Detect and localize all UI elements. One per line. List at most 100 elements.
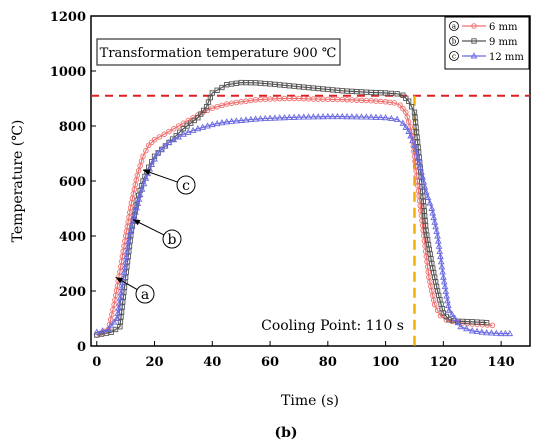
data-point-12-mm [93,328,101,335]
data-point-12-mm [438,263,446,270]
legend-key: a [452,23,456,31]
data-point-12-mm [402,123,410,130]
data-point-9-mm [118,314,124,320]
data-point-12-mm [271,114,279,121]
data-point-6-mm [180,120,187,126]
data-point-12-mm [422,188,430,195]
legend-entry: c 12 mm [449,51,524,63]
plot-area-frame [90,15,531,347]
data-point-12-mm [115,304,122,311]
x-tick-label: 40 [203,355,221,370]
data-point-12-mm [434,237,442,244]
legend: a 6 mm b 9 mm c 12 mm [444,16,530,70]
data-point-6-mm [138,158,145,164]
data-point-12-mm [154,149,161,156]
data-point-12-mm [120,268,128,275]
data-point-9-mm [198,111,204,117]
data-point-12-mm [497,329,505,337]
data-point-12-mm [358,113,365,120]
data-point-12-mm [407,132,414,139]
data-point-12-mm [414,154,422,161]
data-point-12-mm [488,329,495,336]
data-point-9-mm [411,109,418,115]
data-point-12-mm [123,248,131,255]
data-point-6-mm [175,123,182,129]
data-point-9-mm [394,91,400,97]
data-point-12-mm [430,213,438,221]
data-point-9-mm [184,123,190,129]
data-point-6-mm [403,109,409,115]
callout-circle [162,229,182,249]
callout-label: c [182,178,190,194]
data-point-12-mm [440,278,448,285]
series-line-6-mm [96,97,493,336]
data-point-6-mm [118,258,125,265]
data-point-12-mm [104,325,112,332]
data-point-12-mm [353,113,361,120]
x-tick-label: 80 [319,355,337,370]
data-point-12-mm [448,310,456,317]
cooling-point-label: Cooling Point: 110 s [261,318,404,334]
data-point-9-mm [195,115,201,121]
data-point-9-mm [413,124,419,130]
data-point-12-mm [305,113,312,120]
series-callouts: a b c [115,169,196,304]
data-point-9-mm [209,90,215,96]
series-layer [93,79,514,338]
data-point-12-mm [412,145,419,153]
data-point-12-mm [261,114,269,122]
data-point-9-mm [200,107,207,114]
callout-circle [176,175,196,195]
data-point-12-mm [213,119,221,127]
data-point-12-mm [300,113,308,120]
data-point-12-mm [281,114,288,121]
data-point-12-mm [429,209,437,216]
data-point-6-mm [400,105,406,112]
data-point-6-mm [422,243,428,249]
data-point-12-mm [437,258,445,265]
data-point-12-mm [237,116,245,123]
data-point-12-mm [424,193,432,200]
data-point-6-mm [146,142,152,148]
y-tick-label: 800 [59,120,86,135]
data-point-12-mm [329,112,336,120]
data-point-12-mm [457,323,465,330]
data-point-12-mm [426,199,434,206]
data-point-12-mm [170,136,178,143]
data-point-12-mm [310,113,317,120]
data-point-12-mm [442,287,450,294]
data-point-6-mm [437,313,444,319]
data-point-12-mm [432,223,440,230]
data-point-6-mm [161,131,167,137]
data-point-12-mm [110,318,118,325]
data-point-12-mm [138,185,146,192]
data-point-12-mm [418,168,425,175]
data-point-12-mm [436,247,444,254]
data-point-12-mm [266,114,274,121]
data-point-6-mm [421,232,427,239]
callout-arrowhead [115,277,124,284]
data-point-6-mm [421,238,428,244]
data-point-12-mm [161,142,169,149]
x-axis: 0 20 40 60 80 100 120 140 [92,341,515,370]
data-point-6-mm [204,107,211,114]
data-point-6-mm [424,264,431,270]
annotation-box [96,38,341,66]
data-point-12-mm [434,232,441,239]
data-point-12-mm [218,119,226,126]
y-tick-label: 400 [59,230,86,245]
data-point-12-mm [175,133,182,140]
data-point-12-mm [204,122,211,129]
data-point-12-mm [223,118,231,125]
callout-circle [135,284,155,304]
legend-marker [471,23,477,29]
data-point-12-mm [444,301,452,308]
legend-key-circle [449,36,459,46]
data-point-9-mm [108,329,114,335]
data-point-9-mm [112,326,119,333]
y-axis-title: Temperature (℃) [10,120,26,243]
callout-label: b [168,232,177,248]
data-point-12-mm [433,227,440,234]
data-point-12-mm [257,115,264,122]
data-point-12-mm [443,292,451,299]
